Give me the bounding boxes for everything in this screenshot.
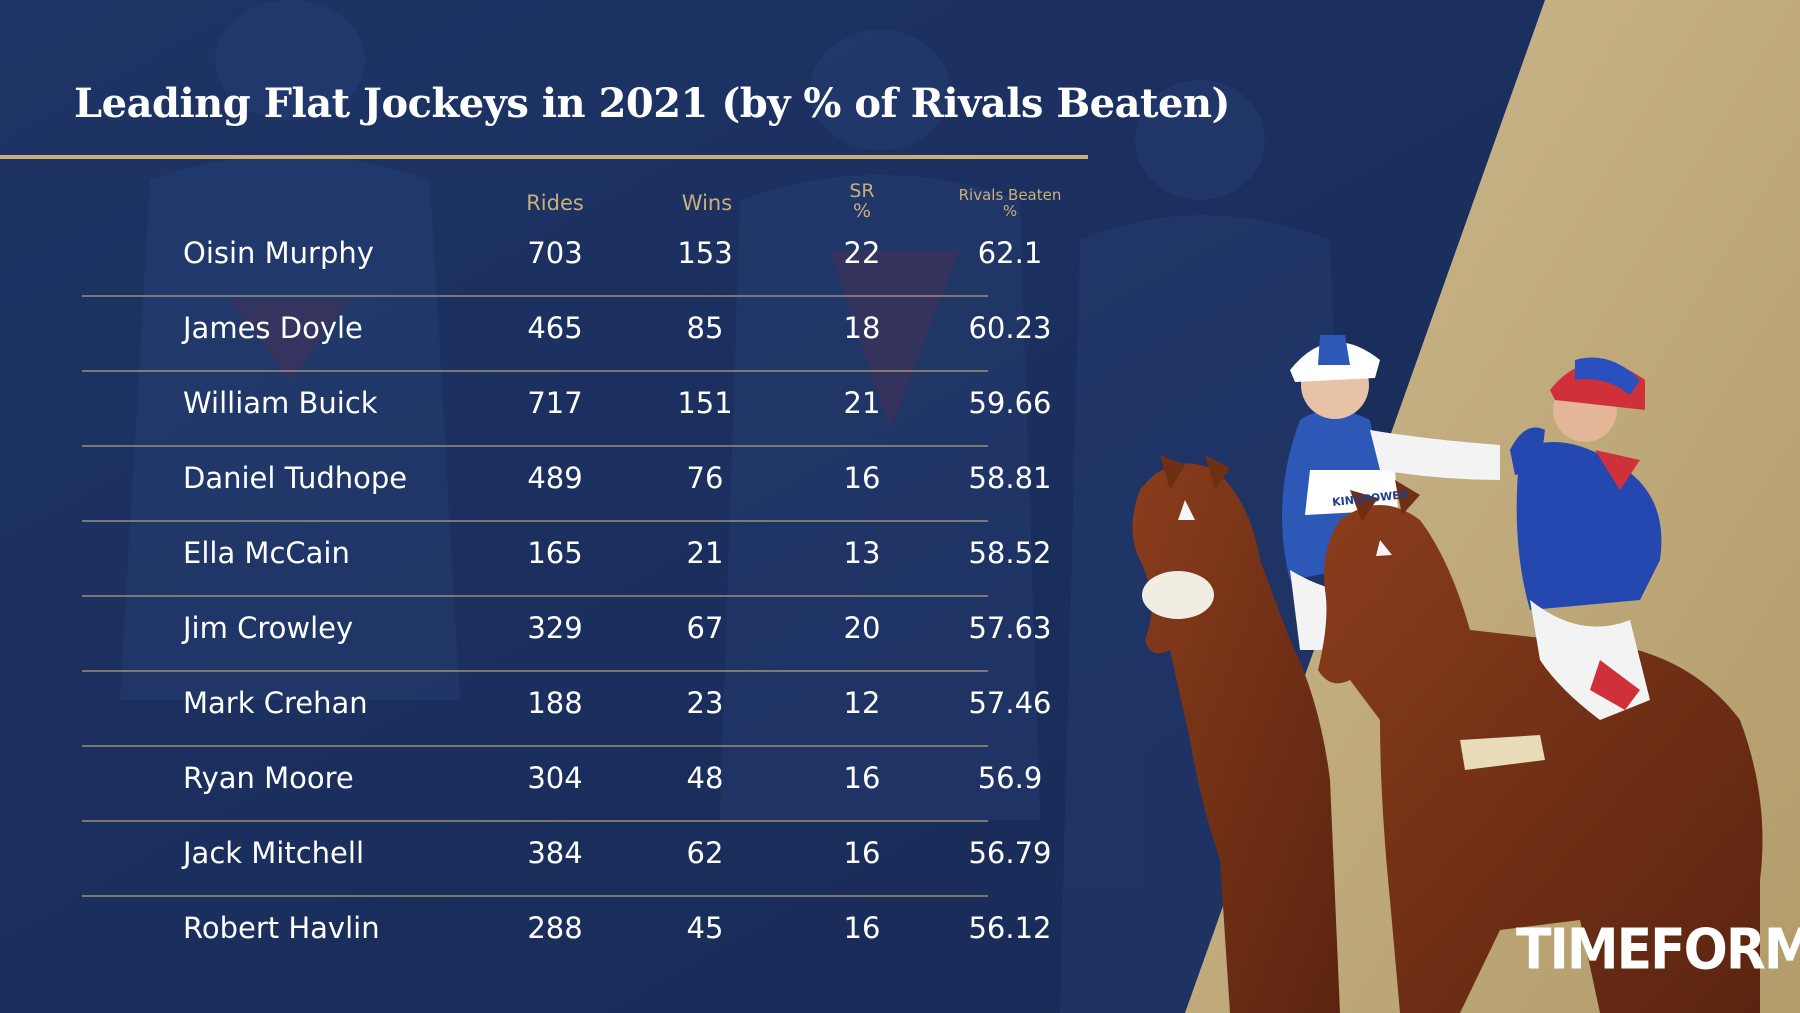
horse-left [1132,455,1340,1013]
row-divider [82,895,988,897]
column-header-strike-rate: SR % [812,180,912,222]
rivals-beaten-value: 60.23 [968,311,1052,345]
rides-value: 465 [527,311,583,345]
row-divider [82,295,988,297]
rivals-beaten-value: 57.63 [968,611,1052,645]
jockey-name: Jack Mitchell [183,836,365,870]
timeform-logo: TIMEFORM [1516,917,1800,983]
jockey-name: Ella McCain [183,536,350,570]
column-header-rb-line1: Rivals Beaten [958,186,1062,204]
strike-rate-value: 21 [843,386,881,420]
strike-rate-value: 16 [843,761,881,795]
rides-value: 304 [527,761,583,795]
wins-value: 48 [686,761,724,795]
strike-rate-value: 13 [843,536,881,570]
rides-value: 288 [527,911,583,945]
wins-value: 67 [686,611,724,645]
wins-value: 62 [686,836,724,870]
rivals-beaten-value: 58.52 [968,536,1052,570]
column-header-rivals-beaten: Rivals Beaten % [940,186,1080,220]
strike-rate-value: 16 [843,911,881,945]
rivals-beaten-value: 56.12 [968,911,1052,945]
rides-value: 717 [527,386,583,420]
rivals-beaten-value: 56.9 [977,761,1043,795]
jockey-name: Ryan Moore [183,761,354,795]
wins-value: 85 [686,311,724,345]
column-header-sr-line2: % [852,199,872,222]
rides-value: 384 [527,836,583,870]
rivals-beaten-value: 56.79 [968,836,1052,870]
strike-rate-value: 20 [843,611,881,645]
table-row: Mark Crehan 188 23 12 57.46 [0,672,1100,747]
wins-value: 76 [686,461,724,495]
jockey-name: Jim Crowley [183,611,354,645]
column-header-sr-line1: SR [849,180,875,202]
strike-rate-value: 18 [843,311,881,345]
rivals-beaten-value: 57.46 [968,686,1052,720]
strike-rate-value: 22 [843,236,881,270]
row-divider [82,595,988,597]
row-divider [82,370,988,372]
column-header-wins: Wins [681,191,733,215]
table-row: Oisin Murphy 703 153 22 62.1 [0,222,1100,297]
jockey-name: Daniel Tudhope [183,461,408,495]
jockey-table: Oisin Murphy 703 153 22 62.1 James Doyle… [0,222,1100,972]
column-header-rb-line2: % [1002,201,1018,220]
rivals-beaten-value: 59.66 [968,386,1052,420]
strike-rate-value: 16 [843,836,881,870]
rides-value: 329 [527,611,583,645]
rides-value: 188 [527,686,583,720]
column-header-rides: Rides [526,191,584,215]
table-row: Ryan Moore 304 48 16 56.9 [0,747,1100,822]
wins-value: 151 [677,386,733,420]
jockey-right [1510,357,1662,720]
jockey-name: Mark Crehan [183,686,368,720]
rides-value: 703 [527,236,583,270]
jockey-name: Robert Havlin [183,911,380,945]
title-underline [0,155,1088,159]
rivals-beaten-value: 62.1 [977,236,1043,270]
strike-rate-value: 16 [843,461,881,495]
row-divider [82,520,988,522]
table-row: Robert Havlin 288 45 16 56.12 [0,897,1100,972]
table-row: Ella McCain 165 21 13 58.52 [0,522,1100,597]
page-title: Leading Flat Jockeys in 2021 (by % of Ri… [74,80,1230,127]
table-row: Jim Crowley 329 67 20 57.63 [0,597,1100,672]
row-divider [82,820,988,822]
rides-value: 489 [527,461,583,495]
table-row: James Doyle 465 85 18 60.23 [0,297,1100,372]
jockey-name: William Buick [183,386,378,420]
strike-rate-value: 12 [843,686,881,720]
jockey-name: James Doyle [183,311,363,345]
wins-value: 21 [686,536,724,570]
rides-value: 165 [527,536,583,570]
table-row: Daniel Tudhope 489 76 16 58.81 [0,447,1100,522]
wins-value: 45 [686,911,724,945]
row-divider [82,445,988,447]
row-divider [82,670,988,672]
table-row: William Buick 717 151 21 59.66 [0,372,1100,447]
horse-right [1318,480,1763,1013]
table-row: Jack Mitchell 384 62 16 56.79 [0,822,1100,897]
jockey-name: Oisin Murphy [183,236,374,270]
wins-value: 23 [686,686,724,720]
wins-value: 153 [677,236,733,270]
rivals-beaten-value: 58.81 [968,461,1052,495]
row-divider [82,745,988,747]
